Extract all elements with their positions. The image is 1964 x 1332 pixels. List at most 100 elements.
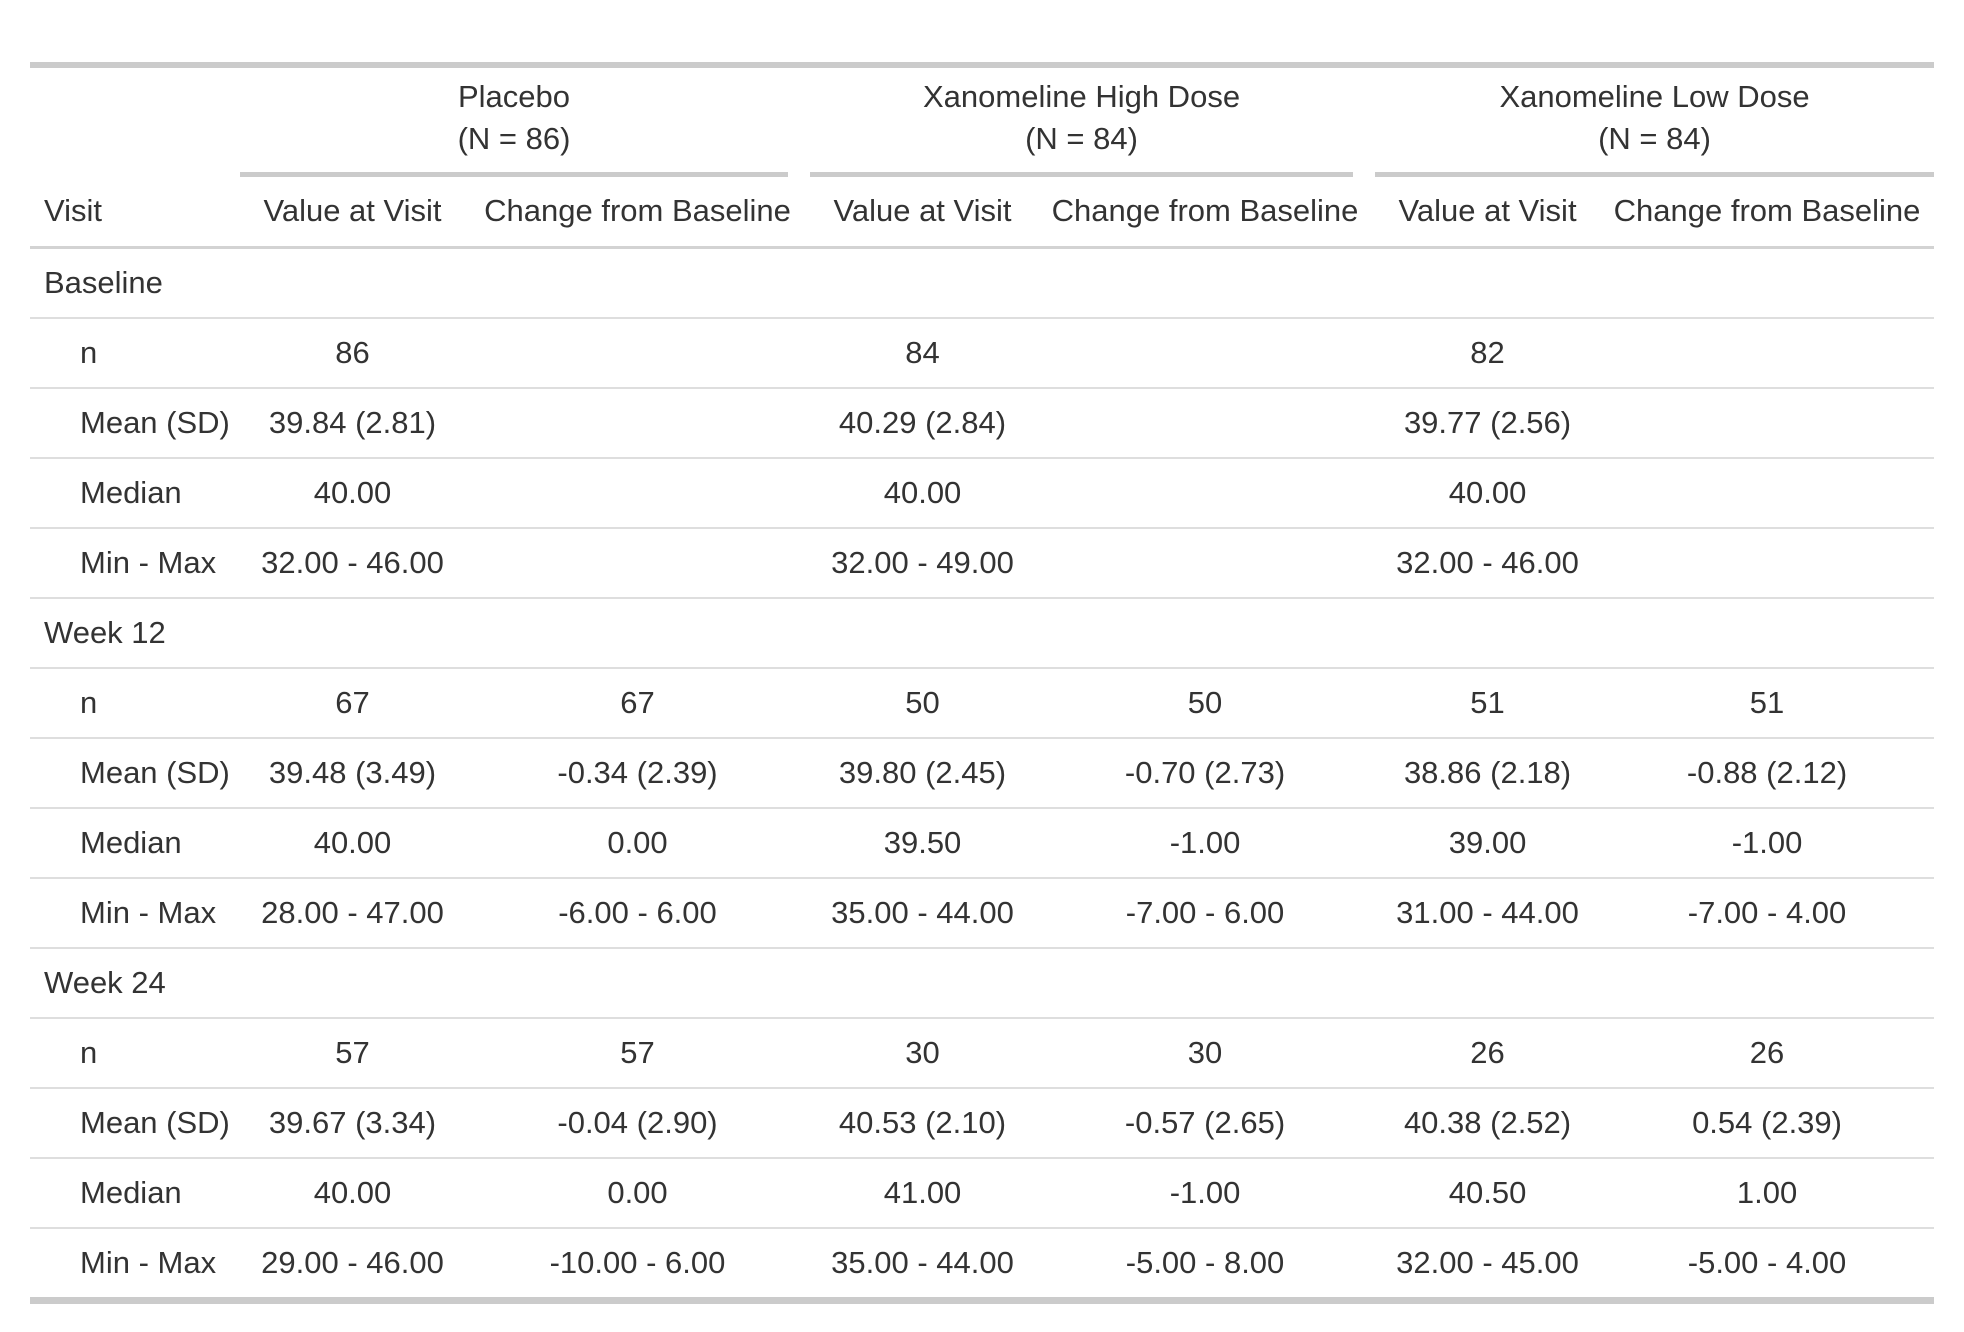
- cell: 35.00 - 44.00: [831, 895, 1014, 930]
- cell: -1.00: [1169, 1175, 1241, 1210]
- cell: 32.00 - 46.00: [261, 545, 444, 580]
- group-label: Xanomeline Low Dose: [1499, 79, 1810, 114]
- cell: 40.00: [883, 475, 962, 510]
- table-row: n 86 84 82: [30, 318, 1935, 388]
- spanner-inner: Xanomeline Low Dose (N = 84): [1375, 68, 1935, 177]
- column-label-row: Visit Value at Visit Change from Baselin…: [30, 177, 1935, 248]
- spanner-row: Placebo (N = 86) Xanomeline High Dose (N…: [30, 65, 1935, 177]
- cell: 57: [335, 1035, 370, 1070]
- stat-label: Mean (SD): [80, 1105, 230, 1140]
- table-row: Min - Max 32.00 - 46.00 32.00 - 49.00 32…: [30, 528, 1935, 598]
- cell: -0.34 (2.39): [557, 755, 718, 790]
- cell: [465, 528, 810, 598]
- stat-label: Median: [80, 475, 182, 510]
- cell: -0.04 (2.90): [557, 1105, 718, 1140]
- cell: [1035, 528, 1375, 598]
- spanner-xanomeline-high-dose: Xanomeline High Dose (N = 84): [810, 65, 1375, 177]
- cell: 50: [905, 685, 940, 720]
- stat-label: n: [80, 685, 98, 720]
- cell: 40.00: [313, 475, 392, 510]
- cell: -5.00 - 4.00: [1687, 1245, 1847, 1280]
- col-header-value-low-dose: Value at Visit: [1398, 193, 1577, 228]
- cell: [465, 388, 810, 458]
- table-row: n 57 57 30 30 26 26: [30, 1018, 1935, 1088]
- group-label: Xanomeline High Dose: [922, 79, 1241, 114]
- group-label: Placebo: [457, 79, 571, 114]
- col-header-value-placebo: Value at Visit: [263, 193, 442, 228]
- table-row: Min - Max 29.00 - 46.00 -10.00 - 6.00 35…: [30, 1228, 1935, 1301]
- cell: -6.00 - 6.00: [558, 895, 717, 930]
- cell: -1.00: [1731, 825, 1803, 860]
- stat-label: n: [80, 335, 98, 370]
- cell: -7.00 - 4.00: [1687, 895, 1847, 930]
- table-row: Median 40.00 40.00 40.00: [30, 458, 1935, 528]
- cell: 40.00: [1448, 475, 1527, 510]
- group-n-label: (N = 84): [1025, 121, 1138, 156]
- cell: -10.00 - 6.00: [549, 1245, 726, 1280]
- cell: 39.67 (3.34): [268, 1105, 437, 1140]
- table-row: Mean (SD) 39.84 (2.81) 40.29 (2.84) 39.7…: [30, 388, 1935, 458]
- cell: 39.77 (2.56): [1403, 405, 1572, 440]
- visit-group-row-week-24: Week 24: [30, 948, 1935, 1018]
- cell: 32.00 - 49.00: [831, 545, 1014, 580]
- table-row: Min - Max 28.00 - 47.00 -6.00 - 6.00 35.…: [30, 878, 1935, 948]
- cell: 30: [905, 1035, 940, 1070]
- visit-group-row-baseline: Baseline: [30, 248, 1934, 319]
- col-header-change-low-dose: Change from Baseline: [1613, 193, 1921, 228]
- cell: 40.50: [1448, 1175, 1527, 1210]
- cell: 39.50: [883, 825, 962, 860]
- cell: 86: [335, 335, 370, 370]
- cell: 40.00: [313, 1175, 392, 1210]
- cell: [1600, 318, 1934, 388]
- cell: [1600, 528, 1934, 598]
- cell: 51: [1470, 685, 1505, 720]
- cell: -5.00 - 8.00: [1125, 1245, 1285, 1280]
- cell: 0.00: [607, 1175, 668, 1210]
- cell: 35.00 - 44.00: [831, 1245, 1014, 1280]
- spanner-xanomeline-low-dose: Xanomeline Low Dose (N = 84): [1375, 65, 1935, 177]
- cell: [1035, 318, 1375, 388]
- stat-label: Min - Max: [80, 895, 217, 930]
- cell: 51: [1749, 685, 1785, 720]
- cell: [1035, 388, 1375, 458]
- cell: 41.00: [883, 1175, 962, 1210]
- group-n-label: (N = 84): [1598, 121, 1711, 156]
- stat-label: Median: [80, 825, 182, 860]
- spanner-inner: Placebo (N = 86): [240, 68, 789, 177]
- cell: 82: [1470, 335, 1505, 370]
- cell: 31.00 - 44.00: [1396, 895, 1579, 930]
- stat-label: Mean (SD): [80, 755, 230, 790]
- cell: -7.00 - 6.00: [1125, 895, 1285, 930]
- table-row: n 67 67 50 50 51 51: [30, 668, 1935, 738]
- cell: 26: [1749, 1035, 1785, 1070]
- visit-group-row-week-12: Week 12: [30, 598, 1935, 668]
- col-header-change-placebo: Change from Baseline: [484, 193, 791, 228]
- cell: 57: [620, 1035, 655, 1070]
- cell: 67: [335, 685, 370, 720]
- table-row: Median 40.00 0.00 39.50 -1.00 39.00 -1.0…: [30, 808, 1935, 878]
- table-row: Median 40.00 0.00 41.00 -1.00 40.50 1.00: [30, 1158, 1935, 1228]
- visit-label: Week 24: [44, 965, 166, 1000]
- stat-label: Min - Max: [80, 545, 217, 580]
- cell: 40.38 (2.52): [1403, 1105, 1572, 1140]
- cell: 0.00: [607, 825, 668, 860]
- cell: 50: [1187, 685, 1223, 720]
- cell: 40.53 (2.10): [838, 1105, 1007, 1140]
- spanner-inner: Xanomeline High Dose (N = 84): [810, 68, 1354, 177]
- cell: 39.48 (3.49): [268, 755, 437, 790]
- cell: 67: [620, 685, 655, 720]
- cell: 40.00: [313, 825, 392, 860]
- col-header-change-high-dose: Change from Baseline: [1051, 193, 1359, 228]
- cell: -0.57 (2.65): [1124, 1105, 1286, 1140]
- table-row: Mean (SD) 39.48 (3.49) -0.34 (2.39) 39.8…: [30, 738, 1935, 808]
- cell: 30: [1187, 1035, 1223, 1070]
- cell: 39.80 (2.45): [838, 755, 1007, 790]
- stat-label: Mean (SD): [80, 405, 230, 440]
- cell: [1600, 388, 1934, 458]
- spanner-placebo: Placebo (N = 86): [240, 65, 810, 177]
- cell: 26: [1470, 1035, 1505, 1070]
- cell: 84: [905, 335, 940, 370]
- cell: 32.00 - 46.00: [1396, 545, 1579, 580]
- stub-header-visit: Visit: [44, 193, 103, 228]
